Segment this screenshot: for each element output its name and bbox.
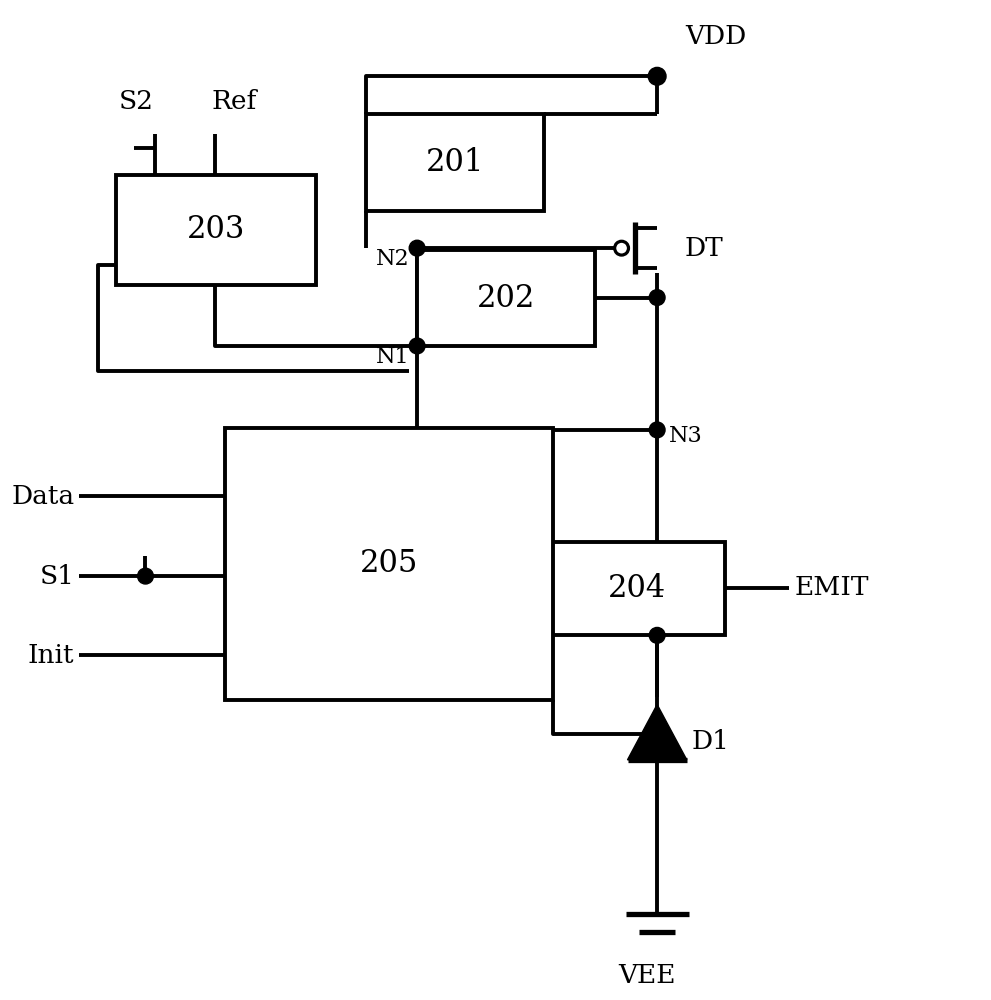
Text: VDD: VDD [685,24,746,49]
Text: 203: 203 [187,214,246,245]
Text: 205: 205 [360,548,418,579]
Bar [366,114,543,211]
Polygon shape [627,705,687,760]
Bar [548,542,725,635]
Circle shape [138,568,154,584]
Circle shape [409,338,425,354]
Text: EMIT: EMIT [795,575,869,600]
Bar [417,250,595,346]
Text: S1: S1 [40,564,74,589]
Text: 204: 204 [607,573,666,604]
Text: S2: S2 [119,89,154,114]
Bar [225,428,553,700]
Bar [116,175,316,285]
Text: 201: 201 [425,147,484,178]
Text: Data: Data [11,484,74,509]
Text: D1: D1 [692,729,729,754]
Text: Ref: Ref [212,89,257,114]
Circle shape [649,627,665,643]
Text: Init: Init [28,643,74,668]
Text: VEE: VEE [618,963,676,988]
Circle shape [649,422,665,438]
Text: N2: N2 [376,248,409,270]
Circle shape [649,290,665,305]
Circle shape [409,240,425,256]
Text: 202: 202 [477,283,535,314]
Circle shape [648,67,666,85]
Text: N1: N1 [376,346,409,368]
Text: N3: N3 [669,425,703,447]
Text: DT: DT [685,236,723,261]
